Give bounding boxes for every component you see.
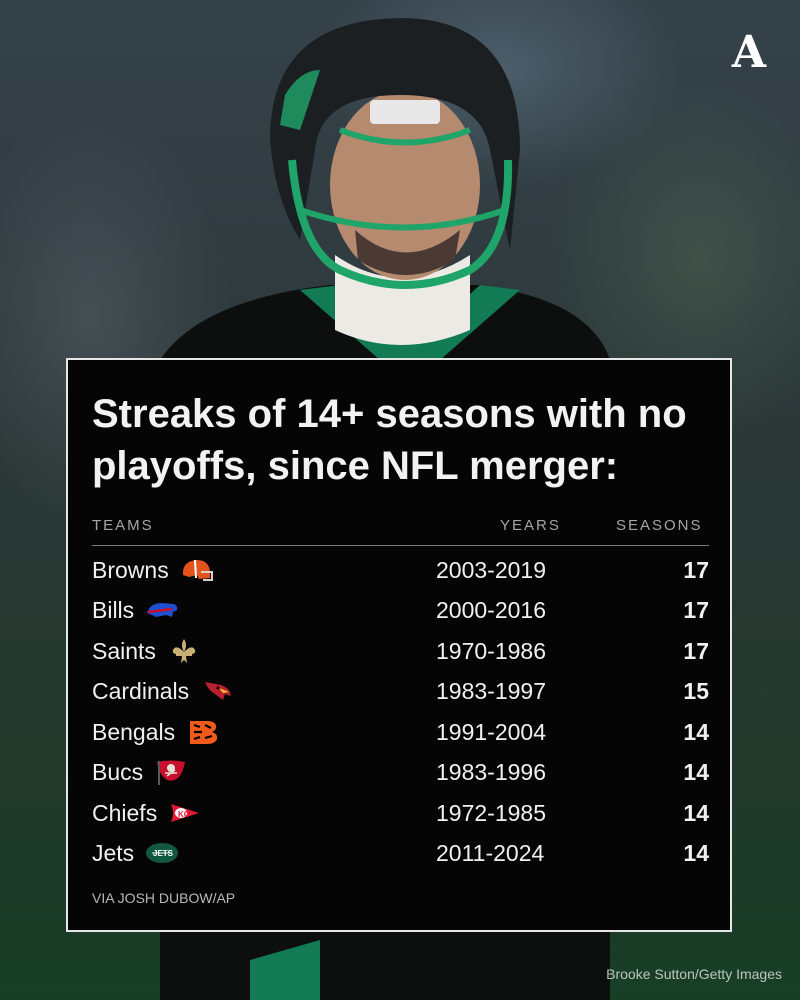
table-row: Jets JETS 2011-2024 14	[92, 836, 709, 870]
chiefs-arrowhead-icon: KC	[171, 804, 200, 822]
bengals-b-icon	[190, 721, 218, 744]
jets-oval-icon: JETS	[146, 843, 179, 863]
card-title: Streaks of 14+ seasons with no playoffs,…	[92, 392, 687, 488]
athletic-logo: A	[731, 27, 767, 78]
table-row: Bucs 1983-1996 14	[92, 755, 709, 789]
team-name: Bengals	[92, 718, 176, 745]
years-range: 1991-2004	[436, 719, 546, 745]
bills-buffalo-icon	[147, 603, 178, 617]
seasons-count: 14	[683, 840, 709, 866]
years-range: 2011-2024	[436, 840, 545, 866]
seasons-count: 17	[683, 557, 709, 583]
header-divider	[92, 545, 709, 546]
years-range: 1970-1986	[436, 638, 546, 664]
browns-helmet-icon	[182, 559, 213, 581]
header-years: YEARS	[500, 517, 561, 534]
years-range: 1972-1985	[436, 800, 546, 826]
seasons-count: 17	[683, 638, 709, 664]
svg-text:KC: KC	[178, 810, 190, 819]
table-row: Browns 2003-2019 17	[92, 553, 709, 587]
saints-fleur-de-lis-icon	[172, 639, 196, 663]
table-row: Bengals 1991-2004 14	[92, 715, 709, 749]
streaks-card: Streaks of 14+ seasons with no playoffs,…	[66, 358, 732, 932]
team-name: Saints	[92, 637, 156, 664]
years-range: 1983-1997	[436, 678, 546, 704]
years-range: 1983-1996	[436, 759, 546, 785]
seasons-count: 15	[683, 678, 709, 704]
bucs-flag-icon	[157, 760, 186, 785]
years-range: 2003-2019	[436, 557, 546, 583]
years-range: 2000-2016	[436, 597, 546, 623]
table-row: Chiefs KC 1972-1985 14	[92, 796, 709, 830]
seasons-count: 17	[683, 597, 709, 623]
team-name: Browns	[92, 556, 169, 583]
seasons-count: 14	[683, 759, 709, 785]
team-name: Jets	[92, 839, 135, 866]
header-teams: TEAMS	[92, 517, 154, 534]
team-name: Bucs	[92, 758, 144, 785]
header-seasons: SEASONS	[616, 517, 703, 534]
team-name: Bills	[92, 596, 135, 623]
team-name: Chiefs	[92, 799, 158, 826]
source-note: VIA JOSH DUBOW/AP	[92, 890, 236, 906]
table-row: Bills 2000-2016 17	[92, 593, 709, 627]
seasons-count: 14	[683, 719, 709, 745]
team-name: Cardinals	[92, 677, 190, 704]
svg-text:JETS: JETS	[153, 849, 174, 858]
table-row: Cardinals 1983-1997 15	[92, 674, 709, 708]
cardinals-bird-icon	[205, 682, 232, 700]
seasons-count: 14	[683, 800, 709, 826]
photo-credit: Brooke Sutton/Getty Images	[606, 966, 782, 982]
table-row: Saints 1970-1986 17	[92, 634, 709, 668]
